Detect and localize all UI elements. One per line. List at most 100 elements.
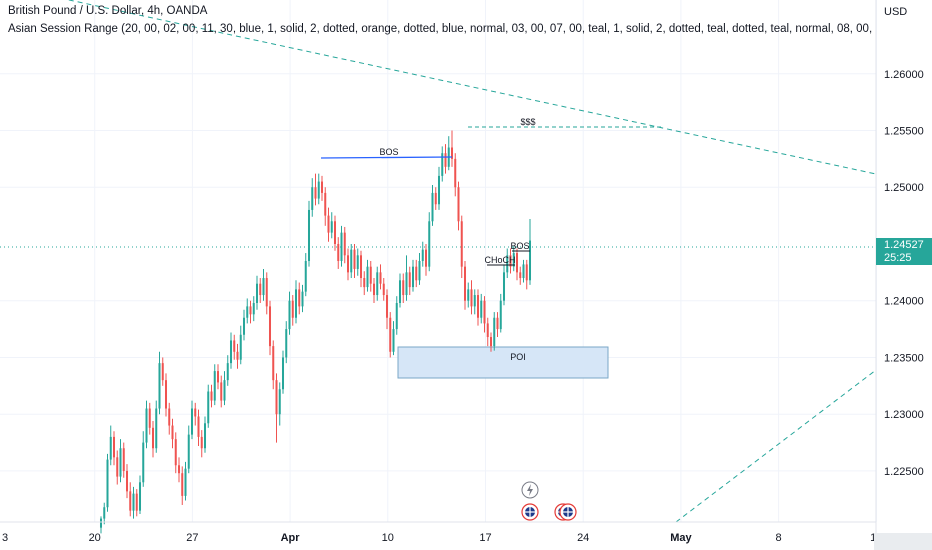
last-price-tag: 1.24527 25:25 [876, 238, 932, 265]
candle [447, 136, 450, 171]
candle [350, 243, 353, 279]
candle [272, 340, 275, 390]
candle [411, 259, 415, 292]
annotations: BOS $$$ CHoCH BOS POI [320, 117, 664, 362]
candle [389, 312, 392, 358]
time-tick-label: 27 [186, 532, 198, 544]
time-tick-label: 3 [2, 532, 8, 544]
candle [324, 187, 327, 226]
candle [129, 482, 132, 517]
candles [99, 130, 532, 534]
candle [307, 200, 311, 267]
legend-indicator-params[interactable]: Asian Session Range (20, 00, 02, 00, 11,… [8, 23, 876, 35]
candle [382, 278, 385, 301]
candle [184, 461, 187, 501]
time-tick-label: 17 [479, 532, 491, 544]
poi-zone[interactable] [397, 346, 609, 379]
candle [343, 226, 346, 264]
uk-flag-event-icon[interactable] [559, 503, 577, 521]
candle [337, 237, 340, 269]
candle [135, 489, 138, 517]
candle [311, 178, 314, 217]
candle [246, 298, 249, 324]
candle [385, 289, 389, 330]
candle [434, 187, 437, 210]
bar-countdown: 25:25 [884, 252, 912, 264]
price-tick-label: 1.25000 [884, 182, 924, 194]
candle [203, 416, 207, 453]
candle [392, 321, 395, 356]
candle [402, 273, 405, 303]
candle [181, 466, 184, 505]
candle [450, 130, 454, 167]
candle [236, 343, 239, 369]
candle [372, 278, 376, 303]
candle [291, 295, 294, 326]
tradingview-logo[interactable] [874, 533, 932, 550]
candle [275, 373, 278, 443]
candle [506, 248, 509, 279]
candle [356, 248, 359, 276]
candle [376, 266, 379, 301]
event-icons[interactable] [521, 481, 577, 521]
candle [142, 431, 145, 487]
candle [210, 384, 213, 408]
choch-label: CHoCH [484, 255, 515, 265]
candle [483, 296, 486, 333]
legend-symbol-title[interactable]: British Pound / U.S. Dollar, 4h, OANDA [8, 5, 208, 17]
price-axis-currency[interactable]: USD [884, 6, 908, 18]
time-tick-label: 20 [89, 532, 101, 544]
price-tick-label: 1.22500 [884, 466, 924, 478]
candle [304, 253, 307, 297]
candle [155, 400, 158, 453]
candle [480, 293, 483, 324]
candle [148, 402, 151, 435]
candle [301, 284, 304, 313]
candle [395, 296, 398, 335]
candle [171, 418, 174, 449]
bos-label-right: BOS [510, 241, 529, 251]
lightning-event-icon[interactable] [521, 481, 539, 499]
candle [285, 321, 288, 364]
last-price-value: 1.24527 [884, 239, 924, 251]
candle [252, 296, 255, 322]
candle [509, 248, 512, 274]
candle [320, 175, 324, 201]
time-axis[interactable]: 32027Apr101724May815 [2, 532, 882, 544]
candle [194, 402, 197, 426]
candle [522, 259, 525, 283]
candle [294, 280, 298, 324]
candle [441, 146, 444, 182]
candle [486, 317, 489, 347]
candle [528, 219, 532, 285]
candle [161, 357, 164, 386]
candle [330, 212, 333, 239]
candle [213, 364, 216, 406]
candle [229, 332, 233, 369]
candle [265, 272, 268, 315]
candle [109, 425, 112, 466]
price-tick-label: 1.24000 [884, 296, 924, 308]
candle [259, 278, 262, 303]
candle [512, 246, 515, 272]
candle [278, 382, 281, 426]
candle [249, 300, 252, 324]
candle [174, 432, 177, 474]
candle [226, 355, 229, 386]
time-tick-label: Apr [281, 532, 301, 544]
candle [220, 375, 223, 408]
candle [197, 409, 200, 446]
price-axis[interactable]: 1.26000 1.25500 1.25000 1.24000 1.23500 1.230… [884, 69, 924, 478]
candle [119, 439, 122, 483]
candle [460, 215, 463, 279]
candle [138, 475, 142, 515]
time-tick-label: May [670, 532, 692, 544]
candle [187, 425, 190, 474]
trendline-lower [675, 369, 877, 523]
candle [496, 312, 499, 338]
candle [340, 225, 343, 267]
liquidity-label: $$$ [520, 117, 535, 127]
uk-flag-event-icon[interactable] [521, 503, 539, 521]
candle [112, 431, 116, 466]
